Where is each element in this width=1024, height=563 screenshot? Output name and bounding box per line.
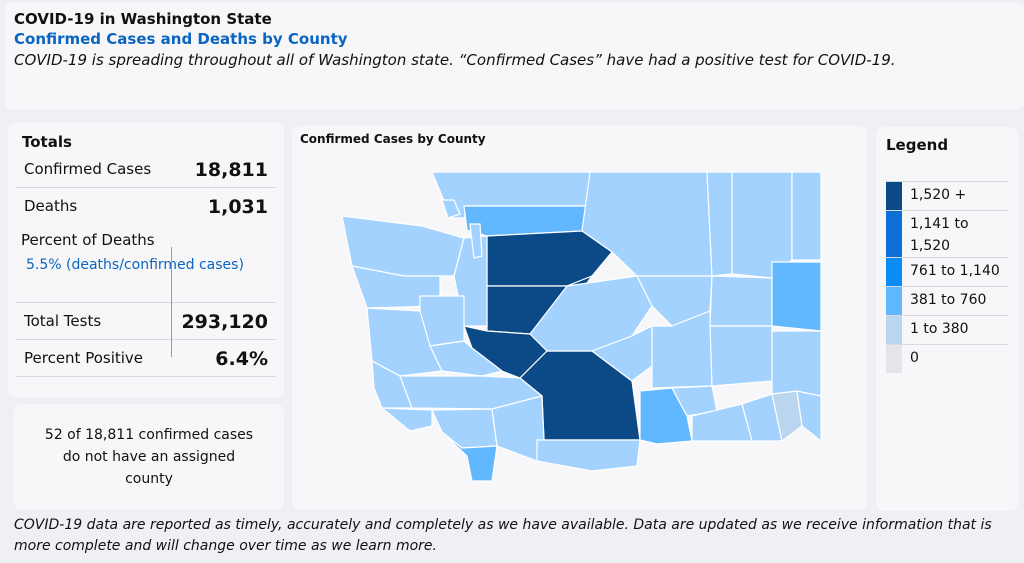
map-card: Confirmed Cases by County	[292, 126, 867, 510]
total-tests-label: Total Tests	[24, 312, 102, 330]
confirmed-cases-row: Confirmed Cases 18,811	[16, 151, 276, 188]
legend-item: 1,141 to 1,520	[886, 210, 1008, 257]
legend-label: 381 to 760	[910, 292, 987, 308]
county-jefferson[interactable]	[351, 265, 441, 309]
legend-label: 0	[910, 350, 919, 366]
header-panel: COVID-19 in Washington State Confirmed C…	[5, 3, 1024, 109]
percent-positive-row: Percent Positive 6.4%	[16, 340, 276, 377]
county-spokane[interactable]	[771, 261, 822, 332]
legend-item: 1,520 +	[886, 181, 1008, 210]
total-tests-row: Total Tests 293,120	[16, 303, 276, 340]
county-thurston[interactable]	[429, 340, 503, 377]
unassigned-note-text: 52 of 18,811 confirmed cases do not have…	[44, 427, 254, 487]
legend-item: 761 to 1,140	[886, 257, 1008, 286]
legend-item: 381 to 760	[886, 286, 1008, 315]
legend-swatch	[886, 287, 902, 315]
county-island[interactable]	[469, 223, 483, 259]
county-ferry[interactable]	[706, 171, 733, 277]
county-whitman[interactable]	[771, 330, 822, 397]
totals-card: Totals Confirmed Cases 18,811 Deaths 1,0…	[8, 123, 284, 397]
percent-positive-label: Percent Positive	[24, 349, 144, 367]
legend-label: 1,520 +	[910, 187, 967, 203]
totals-title: Totals	[22, 133, 72, 151]
confirmed-cases-label: Confirmed Cases	[24, 160, 152, 178]
page-title: COVID-19 in Washington State	[14, 10, 272, 28]
map-title: Confirmed Cases by County	[300, 132, 486, 146]
legend-title: Legend	[886, 136, 949, 154]
county-pend-oreille[interactable]	[791, 171, 822, 261]
percent-positive-value: 6.4%	[215, 348, 268, 370]
legend-swatch	[886, 182, 902, 210]
legend-swatch	[886, 316, 902, 344]
unassigned-note-card: 52 of 18,811 confirmed cases do not have…	[14, 404, 284, 510]
deaths-row: Deaths 1,031	[16, 188, 276, 225]
county-snohomish[interactable]	[486, 230, 613, 287]
legend-swatch	[886, 258, 902, 286]
legend-card: Legend 1,520 + 1,141 to 1,520 761 to 1,1…	[876, 127, 1018, 511]
deaths-label: Deaths	[24, 197, 78, 215]
legend-label: 1 to 380	[910, 321, 969, 337]
legend-swatch	[886, 211, 902, 257]
footer-disclaimer: COVID-19 data are reported as timely, ac…	[14, 517, 992, 554]
page-description: COVID-19 is spreading throughout all of …	[14, 51, 896, 69]
confirmed-cases-value: 18,811	[194, 159, 268, 181]
county-klickitat[interactable]	[536, 439, 641, 472]
percent-deaths-label: Percent of Deaths	[21, 231, 155, 249]
legend-item: 0	[886, 344, 1008, 373]
county-grant[interactable]	[651, 310, 713, 389]
county-san-juan[interactable]	[441, 199, 461, 219]
county-adams[interactable]	[709, 325, 773, 387]
county-wahkiakum[interactable]	[381, 407, 433, 432]
county-lincoln[interactable]	[709, 275, 773, 327]
county-cowlitz[interactable]	[431, 408, 498, 449]
legend-label: 761 to 1,140	[910, 263, 1000, 279]
percent-deaths-value: 5.5% (deaths/confirmed cases)	[26, 257, 244, 273]
column-divider	[171, 247, 172, 357]
washington-county-map	[341, 171, 822, 482]
county-clark[interactable]	[441, 431, 498, 482]
legend-label: 1,141 to 1,520	[910, 216, 969, 254]
deaths-value: 1,031	[207, 196, 268, 218]
legend-item: 1 to 380	[886, 315, 1008, 344]
total-tests-value: 293,120	[181, 311, 268, 333]
county-asotin[interactable]	[796, 390, 822, 442]
percent-deaths-block: Percent of Deaths 5.5% (deaths/confirmed…	[16, 225, 276, 303]
page-subtitle: Confirmed Cases and Deaths by County	[14, 30, 348, 48]
legend-swatch	[886, 345, 902, 373]
